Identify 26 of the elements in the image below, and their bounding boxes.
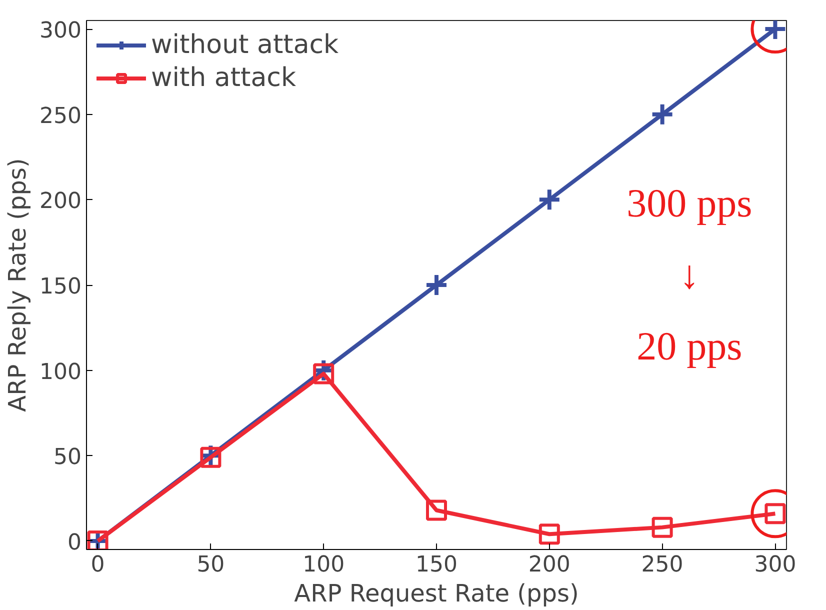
legend-label: without attack — [151, 30, 339, 60]
legend-label: with attack — [151, 63, 296, 93]
x-tick-label: 100 — [302, 552, 345, 578]
point — [538, 524, 560, 545]
x-tick-label: 0 — [90, 552, 105, 578]
annotation: 300 pps ↓ 20 pps — [626, 180, 752, 369]
x-tick-label: 300 — [754, 552, 796, 578]
point — [650, 102, 674, 126]
x-tick-label: 250 — [641, 552, 684, 578]
y-tick-label: 200 — [40, 189, 82, 214]
x-tick-label: 150 — [416, 552, 458, 578]
x-tick-label: 200 — [528, 552, 570, 578]
x-axis-title: ARP Request Rate (pps) — [294, 580, 579, 608]
y-tick-label: 0 — [68, 530, 82, 556]
y-tick-label: 300 — [40, 18, 82, 44]
point — [313, 363, 334, 384]
y-axis-title: ARP Reply Rate (pps) — [4, 158, 32, 412]
y-tick-label: 250 — [40, 104, 82, 129]
y-tick-label: 50 — [54, 445, 82, 470]
point — [426, 500, 447, 521]
point — [537, 188, 562, 212]
point — [424, 273, 448, 297]
y-tick-label: 150 — [40, 274, 82, 300]
x-tick-label: 50 — [196, 552, 225, 578]
y-tick-label: 100 — [40, 360, 82, 385]
point — [652, 516, 673, 538]
